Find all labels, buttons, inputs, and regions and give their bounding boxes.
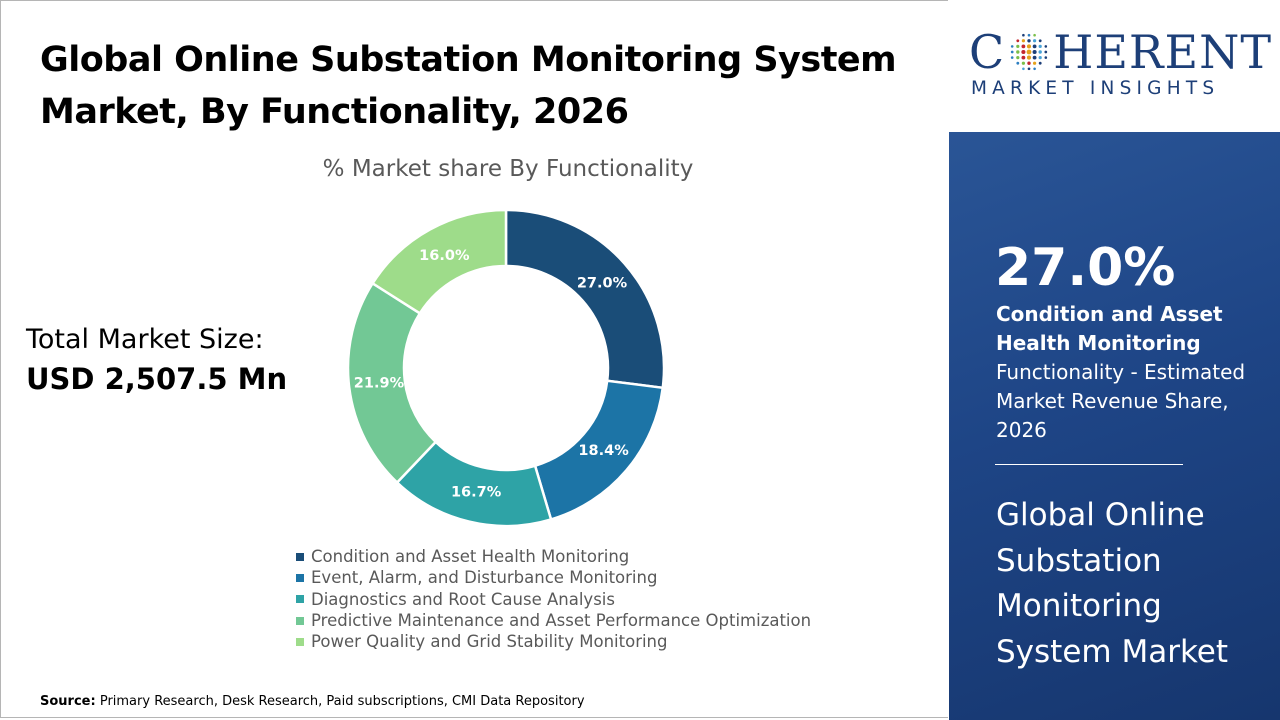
globe-dot [1038, 50, 1043, 54]
globe-dot [1011, 45, 1014, 48]
globe-dot [1033, 39, 1037, 43]
legend-label: Condition and Asset Health Monitoring [311, 547, 630, 567]
globe-dot [1016, 61, 1020, 65]
globe-dot [1016, 55, 1020, 60]
chart-frame [0, 0, 948, 718]
legend-item: Predictive Maintenance and Asset Perform… [296, 610, 811, 631]
globe-dot [1022, 33, 1025, 37]
slice-data-label: 16.0% [419, 248, 470, 264]
legend-swatch [296, 616, 304, 625]
globe-dot [1044, 56, 1048, 59]
globe-dot [1027, 33, 1031, 37]
logo-letters-herent: HERENT [1053, 25, 1273, 79]
globe-dot [1044, 45, 1048, 48]
globe-dot [1027, 39, 1031, 43]
legend-swatch [296, 637, 304, 646]
source-note: Source: Primary Research, Desk Research,… [40, 694, 585, 709]
source-text: Primary Research, Desk Research, Paid su… [99, 694, 585, 709]
globe-dot [1011, 56, 1014, 59]
globe-dot [1021, 55, 1026, 60]
globe-dot [1011, 50, 1014, 54]
globe-dot [1027, 61, 1031, 65]
legend-label: Predictive Maintenance and Asset Perform… [311, 611, 812, 631]
highlight-segment: Condition and Asset Health Monitoring [996, 302, 1223, 355]
highlight-description: Functionality - Estimated Market Revenue… [996, 360, 1246, 442]
globe-dot [1021, 61, 1026, 65]
logo: C HERENT MARKET INSIGHTS [949, 0, 1280, 132]
highlight-percent: 27.0% [995, 238, 1176, 298]
market-size-label: Total Market Size: [26, 324, 264, 355]
highlight-panel: 27.0% Condition and Asset Health Monitor… [949, 132, 1280, 720]
slice-data-label: 27.0% [577, 275, 628, 291]
globe-dot [1033, 61, 1037, 65]
globe-dot [1033, 67, 1037, 71]
globe-dot [1038, 61, 1042, 65]
globe-dot [1032, 44, 1037, 49]
chart-subtitle: % Market share By Functionality [322, 156, 694, 182]
globe-dot [1021, 39, 1026, 43]
slice-data-label: 21.9% [354, 376, 405, 392]
highlight-market-name: Global Online Substation Monitoring Syst… [996, 497, 1229, 670]
legend-label: Event, Alarm, and Disturbance Monitoring [311, 568, 658, 588]
globe-dot [1044, 50, 1048, 54]
logo-wordmark: C HERENT [969, 25, 1273, 79]
globe-dot [1027, 55, 1032, 60]
globe-dot [1027, 44, 1032, 49]
logo-letter-c: C [969, 25, 1006, 79]
globe-dot [1038, 44, 1043, 49]
globe-dot [1016, 50, 1020, 54]
legend-swatch [296, 552, 304, 561]
logo-tagline: MARKET INSIGHTS [971, 78, 1220, 99]
globe-dot [1016, 44, 1020, 49]
globe-dot [1027, 67, 1031, 71]
globe-dot [1026, 49, 1032, 55]
slice-data-label: 18.4% [578, 443, 629, 459]
globe-dot [1032, 49, 1037, 55]
legend-item: Diagnostics and Root Cause Analysis [296, 589, 811, 610]
legend-item: Event, Alarm, and Disturbance Monitoring [296, 567, 811, 588]
donut-slice [504, 208, 666, 390]
globe-dot [1038, 55, 1043, 60]
source-label: Source: [40, 694, 96, 709]
divider [995, 464, 1183, 465]
globe-dot [1038, 39, 1042, 43]
market-size-value: USD 2,507.5 Mn [26, 362, 288, 396]
globe-dot [1033, 33, 1037, 37]
globe-dot [1016, 39, 1020, 43]
donut-slice [370, 208, 508, 316]
legend-item: Power Quality and Grid Stability Monitor… [296, 631, 811, 652]
legend-item: Condition and Asset Health Monitoring [296, 546, 811, 567]
legend-label: Diagnostics and Root Cause Analysis [311, 589, 615, 609]
legend-label: Power Quality and Grid Stability Monitor… [311, 632, 668, 652]
donut-chart: 27.0% 18.4% 16.7% 21.9% 16.0% [346, 208, 666, 528]
legend-swatch [296, 595, 304, 604]
globe-dot [1021, 44, 1026, 49]
globe-dots-icon [1011, 33, 1048, 71]
slice-data-label: 16.7% [451, 484, 502, 500]
globe-dot [1021, 49, 1026, 55]
page-title: Global Online Substation Monitoring Syst… [40, 40, 897, 132]
chart-legend: Condition and Asset Health Monitoring Eve… [296, 546, 811, 652]
globe-dot [1022, 67, 1025, 71]
legend-swatch [296, 573, 304, 582]
globe-dot [1032, 55, 1037, 60]
